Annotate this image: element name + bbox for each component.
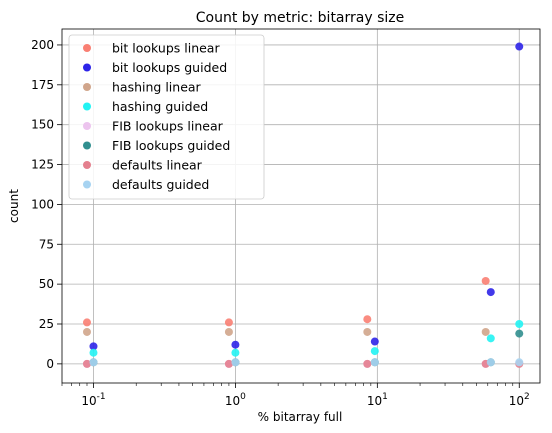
legend-marker [83,102,91,111]
plot-frame [61,28,541,384]
data-point [82,327,91,336]
y-tick-label: 25 [39,317,54,331]
data-point [486,288,495,297]
x-tick-label: 102 [509,392,530,408]
data-point [370,347,379,356]
legend: bit lookups linear bit lookups guided hash… [68,34,265,200]
legend-box [68,34,265,200]
legend-marker [83,44,91,52]
y-tick-label: 150 [31,118,54,132]
legend-marker [83,180,91,189]
legend-label: bit lookups linear [112,41,220,56]
legend-marker [83,122,91,130]
y-tick-label: 175 [31,78,54,92]
y-tick-label: 200 [31,38,54,52]
data-point [224,359,233,368]
x-tick-label: 10-1 [81,392,105,408]
data-point [515,358,524,367]
data-point [224,327,233,336]
data-point [370,337,379,346]
legend-label: hashing guided [112,99,208,114]
data-point [363,359,372,368]
data-point [363,327,372,336]
data-point [89,358,98,367]
data-points [82,42,524,368]
data-point [363,315,372,324]
data-point [370,358,379,367]
data-point [231,358,240,367]
data-point [82,359,91,368]
data-point [481,276,490,285]
x-axis-ticks: 10-1 100 101 102 [61,383,530,408]
y-axis-label: count [7,189,21,223]
data-point [231,348,240,357]
x-axis-label: % bitarray full [258,410,343,424]
data-point [515,320,524,328]
data-point [515,329,524,338]
data-point [89,342,98,351]
data-point [231,340,240,349]
legend-label: bit lookups guided [112,60,227,75]
legend-marker [83,141,91,150]
chart-title: Count by metric: bitarray size [196,10,404,26]
data-point [486,334,495,343]
legend-label: hashing linear [112,80,202,95]
y-tick-label: 75 [39,237,54,251]
y-tick-label: 125 [31,158,54,172]
x-tick-label: 101 [367,392,388,408]
legend-label: defaults linear [112,158,203,173]
data-point [486,358,495,367]
legend-label: defaults guided [112,177,209,192]
legend-marker [83,161,91,169]
data-point [89,348,98,357]
legend-marker [83,83,91,91]
y-axis-ticks: 0 25 50 75 100 125 150 175 200 [31,38,62,371]
y-tick-label: 0 [46,357,54,371]
x-tick-label: 100 [225,392,246,408]
y-tick-label: 100 [31,197,54,211]
legend-label: FIB lookups linear [112,119,224,134]
legend-marker [83,63,91,72]
data-point [481,327,490,336]
data-point [82,318,91,327]
data-point [515,42,524,51]
legend-label: FIB lookups guided [112,138,230,153]
y-tick-label: 50 [39,277,54,291]
data-point [224,318,233,327]
